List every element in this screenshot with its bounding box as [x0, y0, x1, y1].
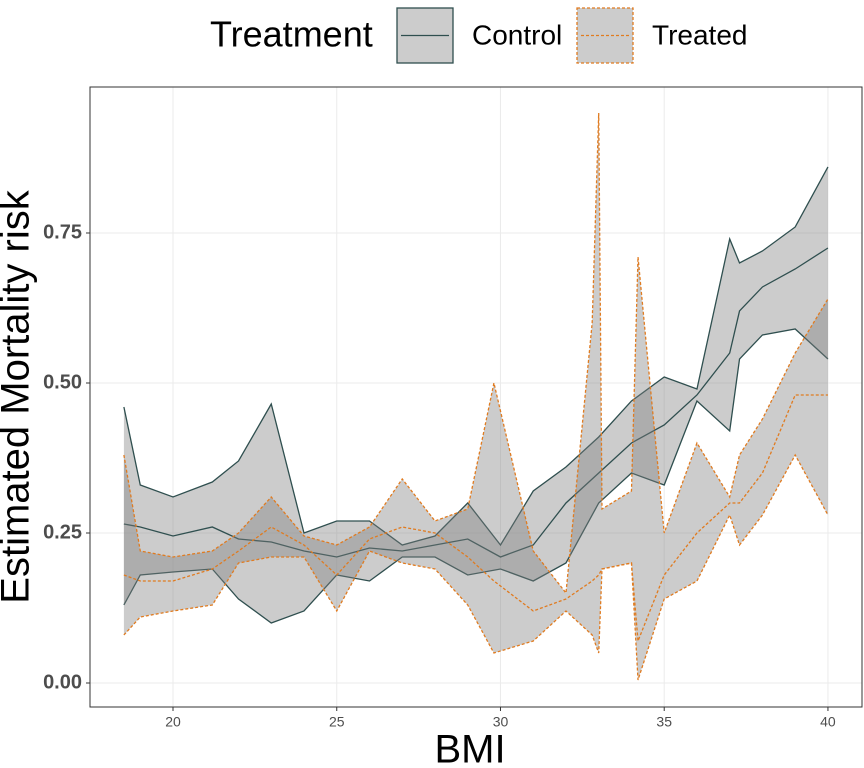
- y-tick-label: 0.25: [43, 521, 82, 543]
- mean-line: [123, 247, 829, 558]
- x-axis-label: BMI: [434, 728, 505, 768]
- ribbon-area: [123, 112, 828, 680]
- bound-line: [123, 453, 829, 681]
- legend-label: Treated: [652, 19, 747, 50]
- legend-label: Control: [472, 19, 562, 50]
- y-tick-label: 0.75: [43, 221, 82, 243]
- y-axis-label: Estimated Mortality risk: [0, 189, 38, 603]
- x-tick-label: 25: [329, 714, 345, 730]
- y-tick-label: 0.50: [43, 371, 82, 393]
- y-tick-label: 0.00: [43, 671, 82, 693]
- ribbon-area: [123, 166, 828, 623]
- x-tick-label: 40: [820, 714, 836, 730]
- x-tick-label: 20: [165, 714, 181, 730]
- plot-border: [89, 86, 863, 708]
- bound-line: [123, 166, 829, 547]
- x-tick-label: 35: [656, 714, 672, 730]
- legend-key: [576, 7, 634, 64]
- legend-title: Treatment: [210, 14, 373, 55]
- mean-line: [123, 394, 828, 642]
- x-tick-label: 30: [493, 714, 509, 730]
- bound-line: [123, 112, 829, 595]
